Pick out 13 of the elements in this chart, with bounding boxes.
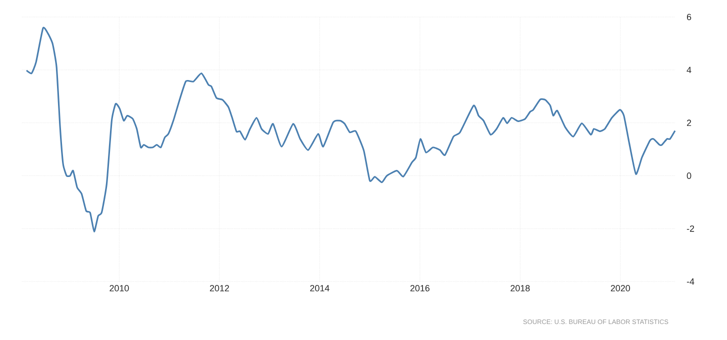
y-tick-label: 2 xyxy=(686,120,692,126)
y-tick-label: 6 xyxy=(686,14,692,20)
y-tick-label: 0 xyxy=(686,172,692,179)
line-series xyxy=(26,27,676,232)
x-tick-label: 2016 xyxy=(410,285,430,292)
x-tick-label: 2010 xyxy=(110,285,129,292)
x-tick-label: 2018 xyxy=(510,285,530,292)
x-tick-label: 2012 xyxy=(210,285,229,292)
x-tick-label: 2020 xyxy=(610,285,630,292)
x-tick-label: 2014 xyxy=(310,285,330,292)
y-tick-label: -2 xyxy=(686,225,694,232)
y-tick-label: -4 xyxy=(686,278,694,285)
y-tick-label: 4 xyxy=(686,66,692,73)
